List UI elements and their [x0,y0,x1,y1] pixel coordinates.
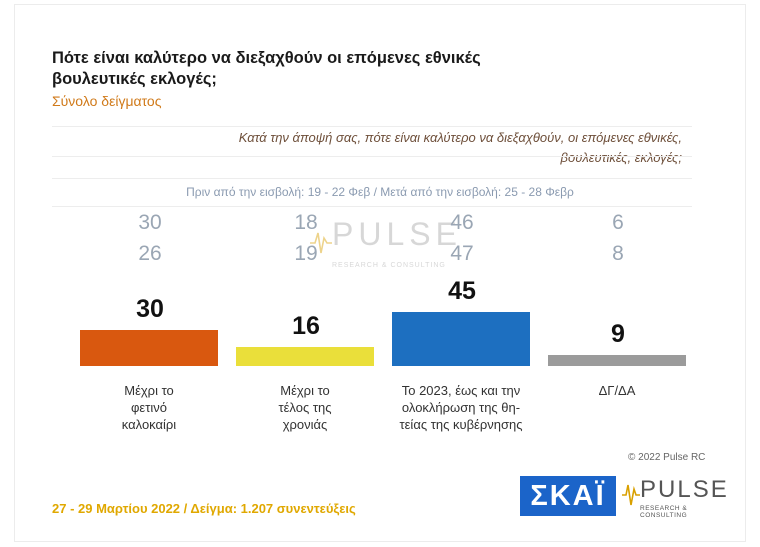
previous-value-before: 46 [450,211,474,234]
comparison-periods: Πριν από την εισβολή: 19 - 22 Φεβ / Μετά… [80,185,680,199]
category-label: Μέχρι το φετινό καλοκαίρι [74,382,224,433]
survey-footer: 27 - 29 Μαρτίου 2022 / Δείγμα: 1.207 συν… [52,501,356,516]
category-label-line: Το 2023, έως και την [401,383,521,398]
category-label-line: Μέχρι το [124,383,174,398]
previous-value-after: 26 [138,242,162,265]
pulse-logo: PULSE RESEARCH & CONSULTING [622,474,732,519]
category-label-line: φετινό [131,400,167,415]
pulse-logo-text: PULSE [640,476,729,503]
bar-value-label: 30 [136,295,164,323]
previous-value-before: 30 [138,211,162,234]
survey-question-line-1: Κατά την άποψή σας, πότε είναι καλύτερο … [238,130,682,145]
pulse-wave-icon [310,232,332,254]
category-label-line: τείας της κυβέρνησης [399,417,523,432]
category-label: ΔΓ/ΔΑ [542,382,692,399]
category-label-line: τέλος της [278,400,332,415]
watermark-brand: PULSE [332,216,462,252]
category-label: Το 2023, έως και την ολοκλήρωση της θη-τε… [386,382,536,433]
previous-value-after: 47 [450,242,474,265]
bar-value-label: 9 [611,320,625,349]
bar-value-label: 45 [448,277,476,305]
previous-value-after: 19 [294,242,318,265]
watermark-tagline: RESEARCH & CONSULTING [332,262,446,269]
previous-value-before: 6 [612,211,624,234]
gridline [52,178,692,179]
gridline [52,156,692,157]
period-after-label: Μετά από την εισβολή: 25 - 28 Φεβρ [380,185,574,199]
category-label-line: Μέχρι το [280,383,330,398]
pulse-watermark: PULSE RESEARCH & CONSULTING [310,216,470,276]
pulse-wave-icon [622,484,640,506]
chart-card [14,4,746,542]
copyright-notice: © 2022 Pulse RC [628,452,706,463]
category-label-line: ΔΓ/ΔΑ [598,383,636,398]
gridline [52,206,692,207]
gridline [52,126,692,127]
category-label-line: χρονιάς [282,417,328,432]
bar [392,312,530,366]
period-separator: / [373,185,381,199]
previous-value-after: 8 [612,242,624,265]
bar [80,330,218,366]
category-label-line: καλοκαίρι [121,417,177,432]
period-before-label: Πριν από την εισβολή: 19 - 22 Φεβ [186,185,371,199]
chart-title: Πότε είναι καλύτερο να διεξαχθούν οι επό… [52,49,481,88]
bar [236,346,374,366]
bar-value-label: 16 [292,311,320,340]
survey-question-line-2: βουλευτικές, εκλογές; [560,150,682,165]
category-label-line: ολοκλήρωση της θη- [401,400,521,415]
bar [548,355,686,366]
previous-value-before: 18 [294,211,318,234]
skai-logo: ΣΚΑΪ [520,476,616,516]
survey-question: Κατά την άποψή σας, πότε είναι καλύτερο … [200,128,682,168]
category-label: Μέχρι το τέλος της χρονιάς [230,382,380,433]
chart-subtitle: Σύνολο δείγματος [52,93,162,109]
pulse-logo-tagline: RESEARCH & CONSULTING [640,505,688,519]
